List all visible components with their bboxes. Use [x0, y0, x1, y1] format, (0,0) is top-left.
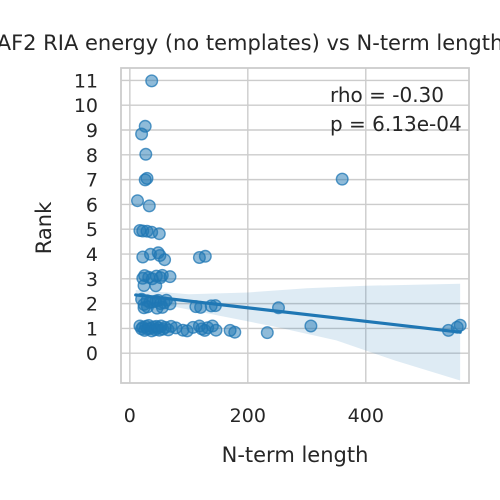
x-tick-label: 400: [348, 405, 384, 427]
data-point: [198, 249, 212, 263]
grid-lines: [121, 68, 469, 383]
x-tick-label: 200: [230, 405, 266, 427]
y-tick-label: 6: [86, 194, 98, 216]
data-point: [304, 319, 318, 333]
y-tick-label: 0: [86, 343, 98, 365]
x-axis-label: N-term length: [222, 443, 369, 467]
data-point: [163, 270, 177, 284]
data-point: [130, 194, 144, 208]
data-point: [145, 74, 159, 88]
data-point: [155, 300, 169, 314]
data-point: [138, 173, 152, 187]
data-point: [149, 279, 163, 293]
x-tick-label: 0: [124, 405, 136, 427]
y-tick-label: 4: [86, 244, 98, 266]
x-tick-labels: 0 200 400: [124, 405, 384, 427]
data-point: [142, 199, 156, 213]
data-point: [209, 323, 223, 337]
y-tick-label: 10: [74, 95, 98, 117]
data-point: [139, 147, 153, 161]
y-tick-label: 7: [86, 170, 98, 192]
data-point: [135, 127, 149, 141]
data-point: [335, 172, 349, 186]
data-point: [152, 227, 166, 241]
y-tick-label: 9: [86, 120, 98, 142]
p-value-annotation: p = 6.13e-04: [330, 112, 462, 136]
y-tick-labels: 0 12 3 4 5 67 8 9 10 11: [74, 70, 98, 365]
rho-annotation: rho = -0.30: [330, 83, 444, 107]
data-point: [260, 326, 274, 340]
data-point: [228, 325, 242, 339]
y-tick-label: 2: [86, 294, 98, 316]
y-tick-label: 5: [86, 219, 98, 241]
y-axis-label: Rank: [32, 201, 56, 254]
regression-line: [134, 293, 462, 334]
plot-frame: [120, 67, 470, 384]
data-point: [158, 253, 172, 267]
chart-title: AF2 RIA energy (no templates) vs N-term …: [0, 31, 500, 55]
data-point: [453, 318, 467, 332]
y-tick-label: 1: [86, 318, 98, 340]
y-tick-label: 8: [86, 145, 98, 167]
y-tick-label: 3: [86, 269, 98, 291]
y-tick-label: 11: [74, 70, 98, 92]
data-point: [137, 279, 151, 293]
regression-line-group: [134, 293, 462, 334]
